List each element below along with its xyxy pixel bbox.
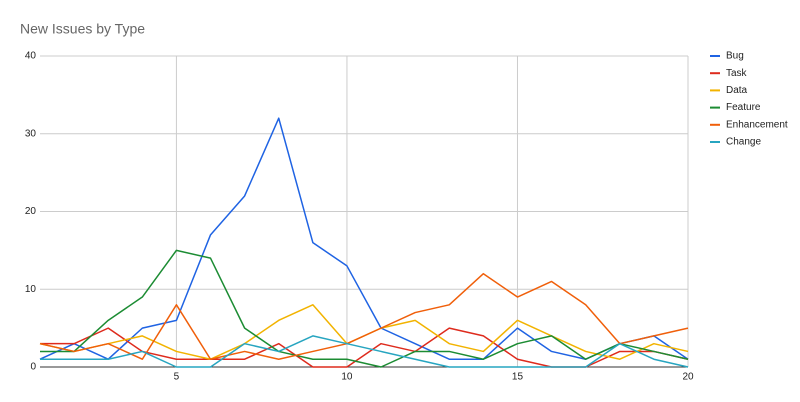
y-tick-label: 20 [25, 206, 37, 217]
series-line [40, 335, 689, 368]
y-tick-label: 30 [25, 128, 37, 139]
legend-label: Task [726, 68, 748, 79]
series-line [39, 272, 689, 360]
legend-label: Change [726, 137, 761, 148]
x-tick-label: 15 [512, 372, 524, 383]
x-tick-label: 5 [174, 372, 180, 383]
y-tick-label: 40 [25, 51, 37, 62]
series-line [40, 249, 689, 368]
x-tick-label: 10 [341, 372, 353, 383]
y-tick-label: 10 [25, 284, 37, 295]
chart-title: New Issues by Type [20, 21, 145, 37]
legend-label: Data [726, 85, 748, 96]
series-line [39, 117, 689, 360]
y-tick-label: 0 [30, 362, 36, 373]
x-tick-label: 20 [682, 372, 694, 383]
legend-label: Feature [726, 102, 761, 113]
legend-label: Bug [726, 51, 744, 62]
legend-label: Enhancement [726, 119, 788, 130]
